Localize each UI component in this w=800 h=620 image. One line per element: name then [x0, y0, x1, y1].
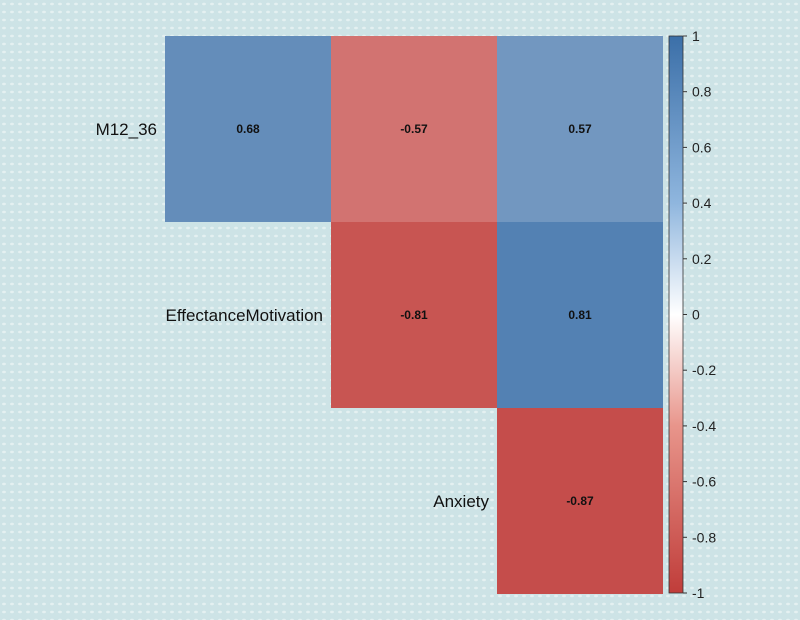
- heatmap-cell-value-1-2: 0.81: [568, 308, 592, 322]
- colorbar-tick-label-2: 0.6: [692, 139, 712, 155]
- heatmap-cell-value-1-1: -0.81: [400, 308, 428, 322]
- heatmap-cell-value-0-2: 0.57: [568, 122, 592, 136]
- heatmap-cell-0-1: [331, 36, 497, 222]
- heatmap-cell-2-2: [497, 408, 663, 594]
- heatmap-cell-value-0-1: -0.57: [400, 122, 428, 136]
- colorbar-tick-label-4: 0.2: [692, 251, 712, 267]
- colorbar-tick-label-3: 0.4: [692, 195, 712, 211]
- colorbar-tick-label-5: 0: [692, 307, 700, 323]
- colorbar: 1 0.8 0.6 0.4 0.2 0 -0.2 -0.4 -0.6 -0.8 -1: [668, 28, 716, 601]
- colorbar-tick-label-10: -1: [692, 585, 705, 601]
- heatmap-cell-0-0: [165, 36, 331, 222]
- row-label-0: M12_36: [96, 120, 157, 139]
- heatmap-cell-1-2: [497, 222, 663, 408]
- heatmap-cell-1-1: [331, 222, 497, 408]
- colorbar-tick-label-7: -0.4: [692, 418, 716, 434]
- colorbar-tick-label-8: -0.6: [692, 474, 716, 490]
- heatmap-cells: 0.68 -0.57 0.57 -0.81 0.81 -0.87: [165, 36, 663, 594]
- row-labels: M12_36 EffectanceMotivation Anxiety: [96, 120, 490, 511]
- colorbar-tick-label-9: -0.8: [692, 529, 716, 545]
- heatmap-cell-0-2: [497, 36, 663, 222]
- heatmap-cell-value-0-0: 0.68: [236, 122, 260, 136]
- row-label-2: Anxiety: [433, 492, 489, 511]
- colorbar-gradient: [668, 35, 684, 594]
- colorbar-tick-label-0: 1: [692, 28, 700, 44]
- row-label-1: EffectanceMotivation: [166, 306, 324, 325]
- heatmap-cell-value-2-2: -0.87: [566, 494, 594, 508]
- colorbar-tick-label-6: -0.2: [692, 362, 716, 378]
- colorbar-tick-label-1: 0.8: [692, 84, 712, 100]
